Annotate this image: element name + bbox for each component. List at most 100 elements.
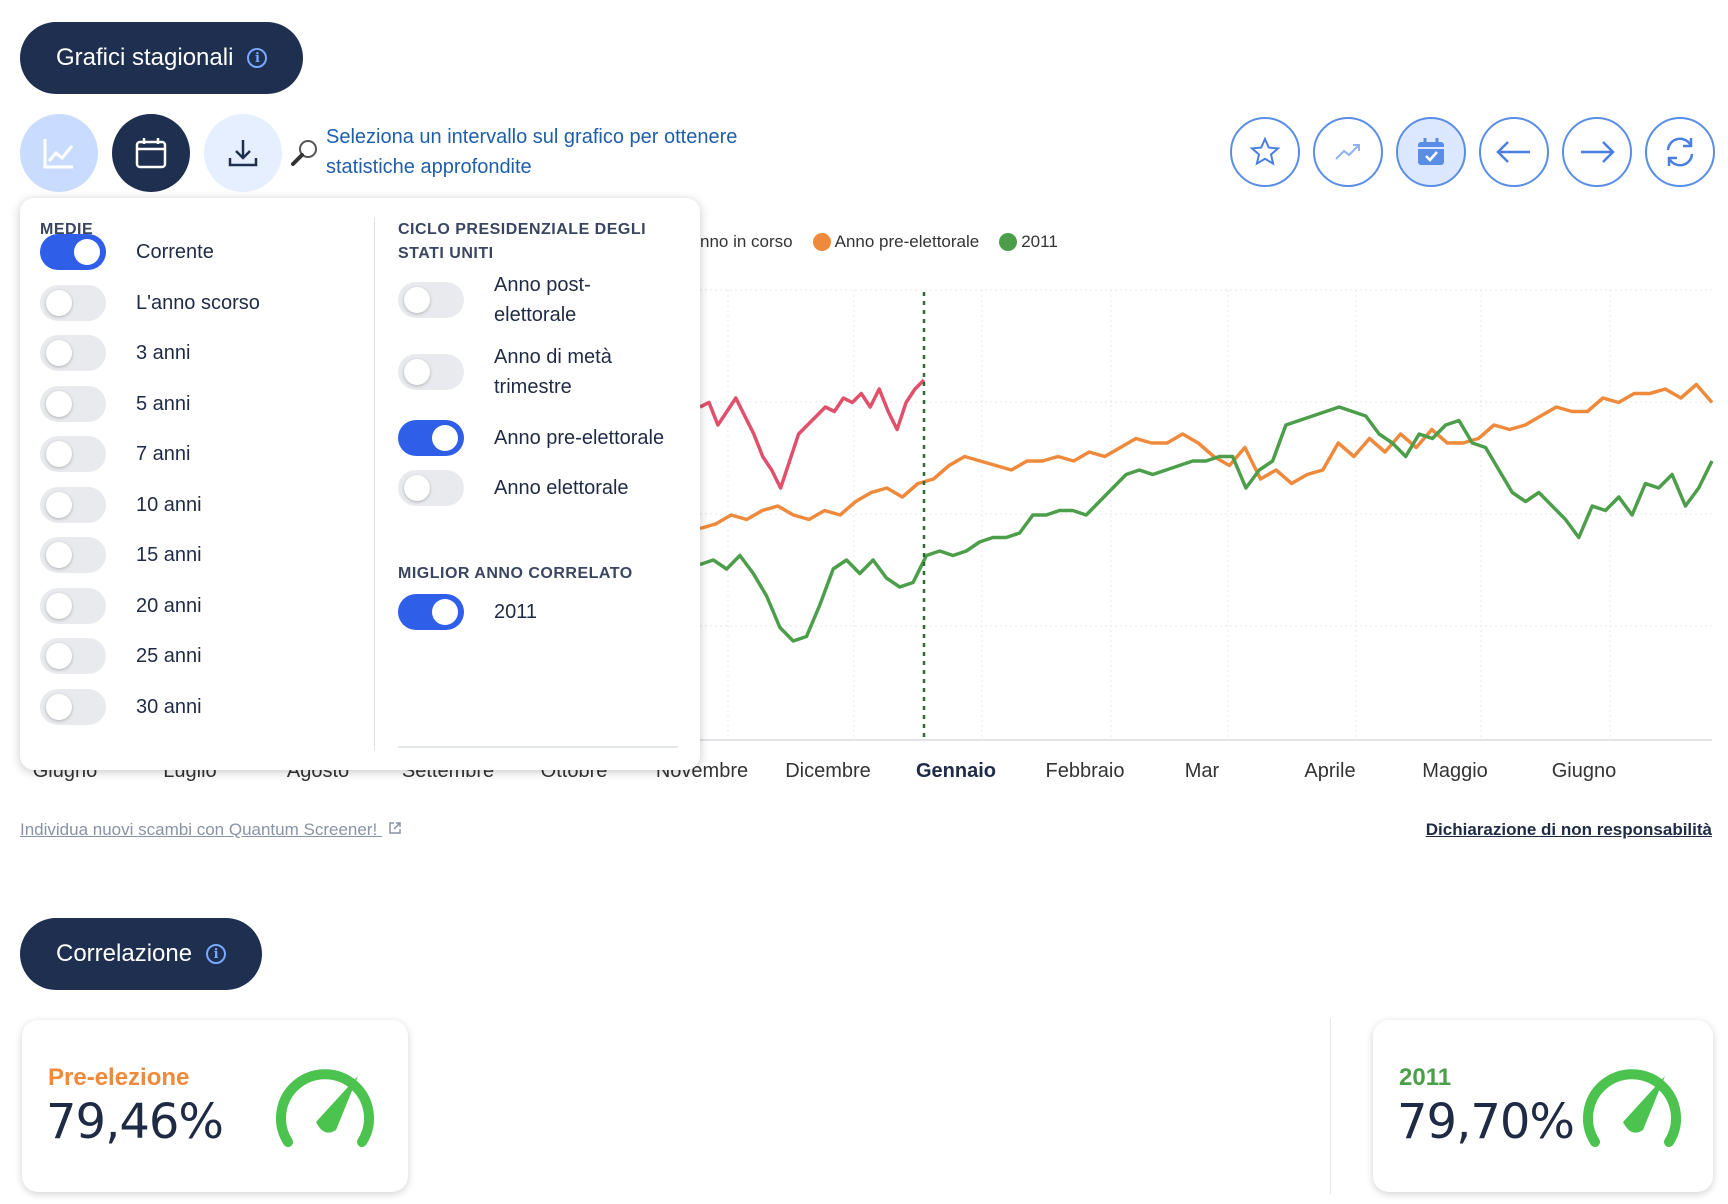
chart-type-button[interactable] xyxy=(20,114,98,192)
best-year-title: MIGLIOR ANNO CORRELATO xyxy=(398,565,633,582)
toggle-label: 25 anni xyxy=(136,645,202,667)
medie-toggle-row[interactable]: 3 anni xyxy=(40,335,191,371)
arrow-left-icon xyxy=(1496,141,1530,163)
line-chart-icon xyxy=(43,139,74,169)
calendar-check-icon xyxy=(1418,138,1444,165)
quantum-screener-link[interactable]: Individua nuovi scambi con Quantum Scree… xyxy=(20,820,402,840)
series-line-2[interactable] xyxy=(699,405,1714,643)
legend-item-pre-election[interactable]: Anno pre-elettorale xyxy=(812,232,980,252)
toggle-label: Anno di metà trimestre xyxy=(494,342,612,402)
info-icon[interactable]: i xyxy=(247,48,268,68)
toggle-switch[interactable] xyxy=(40,234,106,270)
card-value: 79,46% xyxy=(46,1094,224,1150)
x-tick-label: Dicembre xyxy=(785,760,871,782)
cycle-toggle-row[interactable]: Anno elettorale xyxy=(398,470,629,506)
legend-2011-label: 2011 xyxy=(1021,232,1058,251)
toggle-switch[interactable] xyxy=(398,282,464,318)
correlation-title: Correlazione i xyxy=(20,918,263,990)
toggle-label: 7 anni xyxy=(136,443,191,465)
toggle-switch[interactable] xyxy=(398,594,464,630)
cycle-title-line1: CICLO PRESIDENZIALE DEGLI xyxy=(398,221,647,238)
toggle-switch[interactable] xyxy=(398,420,464,456)
calendar-button[interactable] xyxy=(112,114,190,192)
medie-toggle-row[interactable]: L'anno scorso xyxy=(40,284,260,321)
toggle-switch[interactable] xyxy=(40,486,106,523)
toggle-label: Anno elettorale xyxy=(494,473,629,503)
external-link-icon xyxy=(389,822,401,834)
toggle-switch[interactable] xyxy=(398,470,464,506)
next-button[interactable] xyxy=(1562,117,1632,187)
toggle-label: 20 anni xyxy=(136,594,202,617)
cycle-toggle-row[interactable]: Anno pre-elettorale xyxy=(398,420,664,456)
selection-hint-line1: Seleziona un intervallo sul grafico per … xyxy=(326,126,738,148)
medie-toggle-row[interactable]: 25 anni xyxy=(40,638,202,674)
medie-toggle-row[interactable]: 15 anni xyxy=(40,537,202,573)
info-icon[interactable]: i xyxy=(206,944,227,964)
medie-toggle-row[interactable]: Corrente xyxy=(40,234,214,270)
x-tick-label: Giugno xyxy=(1551,760,1617,782)
magnifier-icon xyxy=(291,140,317,166)
toggle-switch[interactable] xyxy=(40,436,106,472)
cycle-toggle-row[interactable]: Anno post-elettorale xyxy=(398,270,591,330)
refresh-button[interactable] xyxy=(1645,117,1715,187)
toggle-knob xyxy=(46,390,72,417)
toggle-switch[interactable] xyxy=(40,335,106,371)
card-separator xyxy=(1330,1018,1331,1194)
medie-toggle-row[interactable]: 30 anni xyxy=(40,688,202,725)
seasonal-charts-title-text: Grafici stagionali xyxy=(56,44,234,71)
panel-divider xyxy=(374,218,375,750)
download-icon xyxy=(228,140,258,167)
toggle-switch[interactable] xyxy=(398,354,464,390)
star-icon xyxy=(1249,136,1281,166)
toggle-switch[interactable] xyxy=(40,587,106,624)
toggle-label: Anno pre-elettorale xyxy=(494,423,664,453)
toggle-switch[interactable] xyxy=(40,537,106,573)
medie-toggle-row[interactable]: 7 anni xyxy=(40,436,191,472)
medie-toggle-row[interactable]: 20 anni xyxy=(40,587,202,624)
toggle-knob xyxy=(46,693,72,720)
toggle-switch[interactable] xyxy=(40,638,106,674)
toggle-knob xyxy=(46,289,72,316)
toggle-knob xyxy=(46,592,72,619)
toggle-switch[interactable] xyxy=(40,385,106,422)
cycle-title-line2: STATI UNITI xyxy=(398,245,494,262)
legend-dot-icon xyxy=(999,233,1018,251)
toggle-label-line1: Anno di metà xyxy=(494,346,612,368)
series-line-0[interactable] xyxy=(699,378,926,490)
disclaimer-link[interactable]: Dichiarazione di non responsabilità xyxy=(1425,820,1712,839)
gauge-icon xyxy=(1583,1069,1681,1147)
legend-item-current[interactable]: nno in corso xyxy=(700,232,793,252)
correlation-card-2011: 2011 79,70% xyxy=(1373,1020,1713,1192)
download-button[interactable] xyxy=(204,114,282,192)
toggle-knob xyxy=(404,475,430,501)
toggle-switch[interactable] xyxy=(40,284,106,321)
toggle-label-line1: Anno elettorale xyxy=(494,477,629,499)
medie-toggle-row[interactable]: 5 anni xyxy=(40,385,191,422)
correlation-card-pre-election: Pre-elezione 79,46% xyxy=(22,1020,408,1192)
trend-button[interactable] xyxy=(1313,117,1383,187)
cycle-toggle-row[interactable]: Anno di metà trimestre xyxy=(398,342,612,402)
x-tick-label: Aprile xyxy=(1304,760,1356,782)
series-line-1[interactable] xyxy=(699,382,1714,531)
seasonal-chart[interactable] xyxy=(0,0,1728,800)
legend-current-label: nno in corso xyxy=(700,232,793,251)
best-toggle-row[interactable]: 2011 xyxy=(398,594,537,630)
averages-panel: MEDIE Corrente L'anno scorso 3 anni 5 anni 7… xyxy=(20,198,700,770)
toggle-knob xyxy=(46,491,72,518)
trend-up-icon xyxy=(1335,144,1360,160)
calendar-check-button[interactable] xyxy=(1396,117,1466,187)
medie-toggle-row[interactable]: 10 anni xyxy=(40,486,202,523)
card-label: 2011 xyxy=(1399,1064,1452,1091)
toggle-knob xyxy=(46,441,72,467)
toggle-knob xyxy=(432,599,458,625)
toggle-label: 5 anni xyxy=(136,392,191,415)
legend-pre-election-label: Anno pre-elettorale xyxy=(834,232,980,251)
toggle-knob xyxy=(74,239,100,265)
previous-button[interactable] xyxy=(1479,117,1549,187)
seasonal-charts-title: Grafici stagionali i xyxy=(20,22,304,94)
toggle-label: Corrente xyxy=(136,241,214,263)
quantum-screener-text: Individua nuovi scambi con Quantum Scree… xyxy=(20,820,378,839)
legend-item-2011[interactable]: 2011 xyxy=(999,232,1058,252)
favorite-button[interactable] xyxy=(1230,117,1300,187)
toggle-switch[interactable] xyxy=(40,688,106,725)
